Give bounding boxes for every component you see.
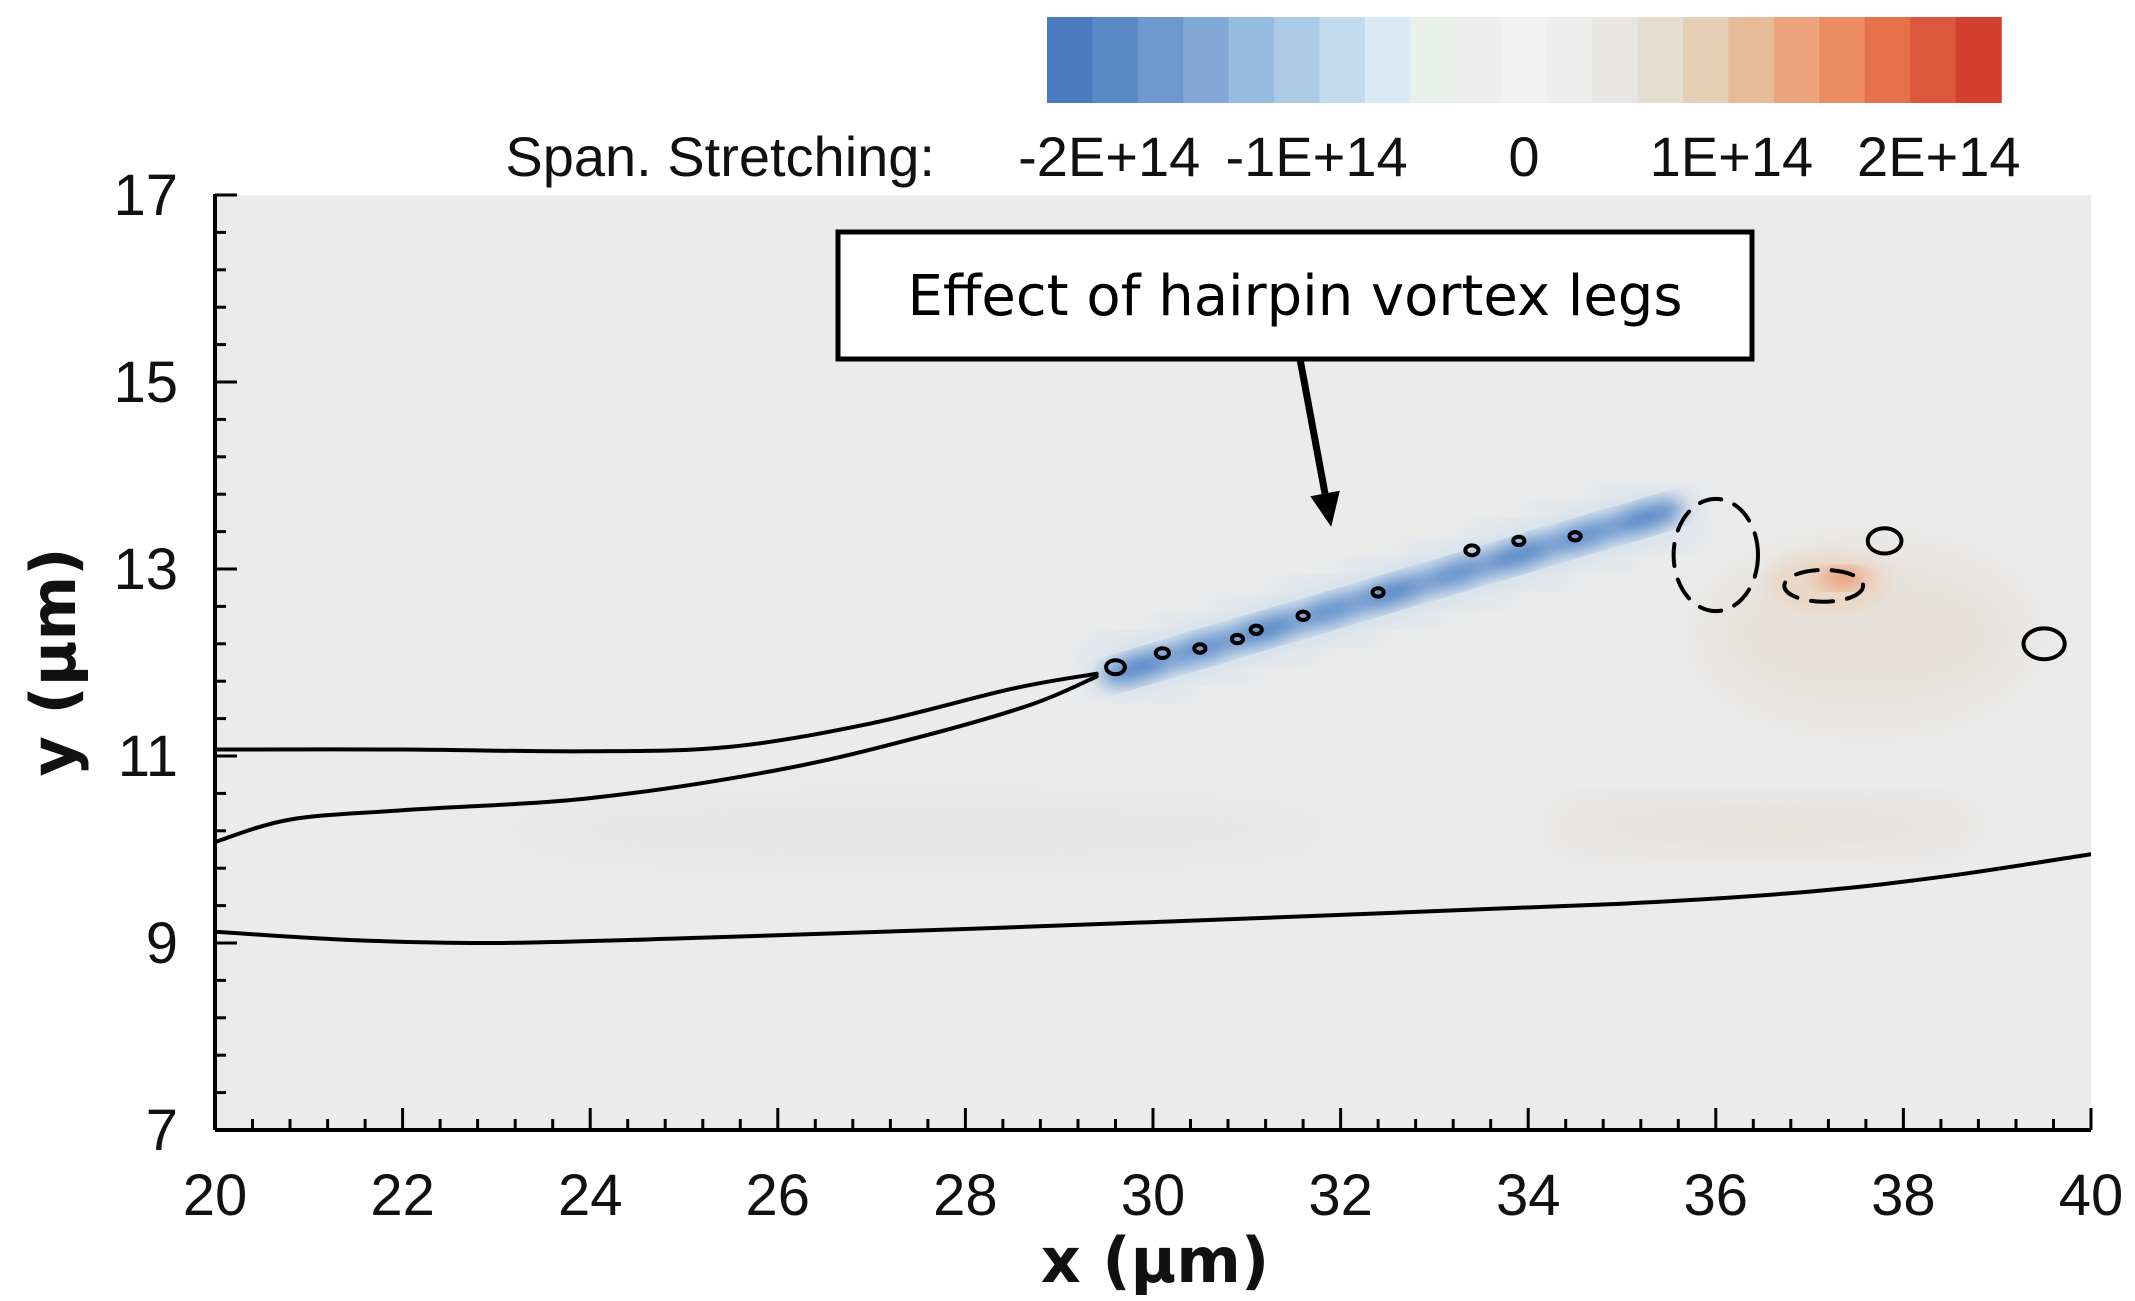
small-contour-loop bbox=[1153, 646, 1172, 660]
annotation-arrow-head bbox=[1310, 490, 1340, 527]
colorbar-swatch bbox=[1228, 17, 1275, 103]
colorbar-swatch bbox=[1092, 17, 1139, 103]
field-negative-core bbox=[1354, 576, 1431, 609]
small-contour-loop bbox=[1104, 658, 1127, 677]
x-tick-label: 20 bbox=[183, 1163, 248, 1228]
colorbar-swatch bbox=[1728, 17, 1775, 103]
colorbar-swatch bbox=[1910, 17, 1957, 103]
x-tick-label: 34 bbox=[1496, 1163, 1561, 1228]
small-contour-loop bbox=[1567, 530, 1583, 543]
field-negative-core bbox=[1227, 613, 1304, 647]
colorbar-swatch bbox=[1365, 17, 1412, 103]
colorbar-tick-labels: -2E+14 -1E+14 0 1E+14 2E+14 bbox=[1018, 125, 2020, 188]
colorbar-swatch bbox=[1773, 17, 1821, 103]
colorbar-swatch bbox=[1455, 17, 1503, 103]
small-contour-loop bbox=[1295, 609, 1311, 622]
y-tick-label: 15 bbox=[113, 350, 178, 415]
solid-contour-line bbox=[215, 674, 1099, 844]
field-negative-core bbox=[1480, 538, 1557, 572]
small-contour-loop bbox=[1865, 526, 1904, 556]
annotation-box bbox=[835, 229, 1755, 362]
colorbar-tick-label: 1E+14 bbox=[1650, 125, 1814, 188]
field-pale-band bbox=[496, 798, 1341, 864]
x-tick-label: 38 bbox=[1871, 1163, 1936, 1228]
x-tick-label: 36 bbox=[1684, 1163, 1749, 1228]
y-axis-title: y (μm) bbox=[17, 548, 90, 777]
x-tick-label: 26 bbox=[746, 1163, 811, 1228]
y-tick-label: 13 bbox=[113, 537, 178, 602]
contour-layer bbox=[215, 496, 2091, 946]
small-contour-loop bbox=[1370, 586, 1386, 599]
y-tick-label: 9 bbox=[146, 911, 178, 976]
dashed-contour-loop bbox=[1782, 567, 1866, 604]
colorbar-swatch bbox=[1955, 17, 2002, 103]
axes: 20 22 24 26 28 30 32 34 36 38 40 7 9 11 13 15 17 bbox=[113, 163, 2123, 1228]
colorbar-swatch bbox=[1501, 17, 1548, 103]
colorbar-swatch bbox=[1546, 17, 1593, 103]
dashed-contour-loop bbox=[1671, 496, 1761, 614]
field-layer bbox=[496, 496, 2026, 864]
field-negative-core bbox=[1290, 594, 1367, 628]
x-tick-label: 28 bbox=[933, 1163, 998, 1228]
colorbar-tick-label: -2E+14 bbox=[1018, 125, 1200, 188]
small-contour-loop bbox=[1463, 543, 1481, 558]
small-contour-loop bbox=[1511, 534, 1527, 548]
field-negative-core bbox=[1607, 501, 1684, 534]
x-tick-label: 30 bbox=[1121, 1163, 1186, 1228]
colorbar-label: Span. Stretching: bbox=[505, 125, 935, 188]
colorbar-swatch bbox=[1819, 17, 1866, 103]
colorbar-tick-label: -1E+14 bbox=[1226, 125, 1408, 188]
small-contour-loop bbox=[1229, 632, 1246, 646]
annotation-text: Effect of hairpin vortex legs bbox=[907, 264, 1682, 329]
field-negative-core bbox=[1164, 632, 1241, 665]
colorbar-swatch bbox=[1047, 17, 1094, 103]
solid-contour-line bbox=[215, 852, 2091, 946]
colorbar-swatch bbox=[1137, 17, 1185, 103]
annotation-arrow-shaft bbox=[1296, 358, 1329, 495]
colorbar-tick-label: 0 bbox=[1508, 125, 1539, 188]
small-contour-loop bbox=[1192, 642, 1208, 655]
colorbar-swatch bbox=[1410, 17, 1457, 103]
colorbar-swatch bbox=[1183, 17, 1230, 103]
small-contour-loop bbox=[1248, 623, 1264, 636]
small-contour-loop bbox=[2021, 626, 2067, 662]
colorbar bbox=[1047, 17, 2002, 103]
x-tick-label: 22 bbox=[370, 1163, 435, 1228]
y-tick-label: 7 bbox=[146, 1098, 178, 1163]
field-negative-core bbox=[1417, 557, 1494, 590]
solid-contour-line bbox=[215, 671, 1099, 754]
colorbar-swatch bbox=[1864, 17, 1911, 103]
x-tick-label: 24 bbox=[558, 1163, 623, 1228]
x-tick-label: 32 bbox=[1308, 1163, 1373, 1228]
colorbar-swatch bbox=[1683, 17, 1730, 103]
field-pale-warm-band bbox=[1547, 805, 1979, 847]
annotation: Effect of hairpin vortex legs bbox=[835, 229, 1755, 527]
x-tick-label: 40 bbox=[2059, 1163, 2124, 1228]
y-tick-label: 11 bbox=[118, 724, 178, 789]
colorbar-swatch bbox=[1637, 17, 1684, 103]
x-axis-title: x (μm) bbox=[1041, 1224, 1269, 1297]
colorbar-swatch bbox=[1592, 17, 1639, 103]
colorbar-tick-label: 2E+14 bbox=[1857, 125, 2021, 188]
y-tick-label: 17 bbox=[113, 163, 178, 228]
colorbar-swatch bbox=[1319, 17, 1366, 103]
colorbar-swatch bbox=[1274, 17, 1321, 103]
